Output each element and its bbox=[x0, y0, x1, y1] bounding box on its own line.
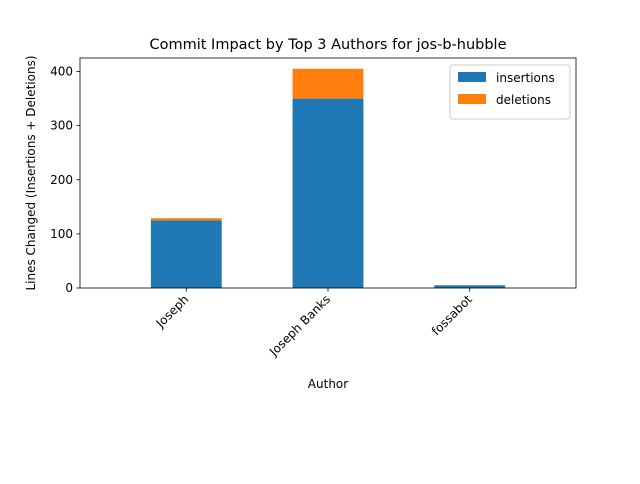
legend-label-insertions: insertions bbox=[496, 71, 555, 85]
y-axis-label: Lines Changed (Insertions + Deletions) bbox=[24, 55, 38, 290]
x-tick-label: Joseph bbox=[153, 292, 192, 331]
bar-insertions-1 bbox=[292, 98, 364, 289]
y-tick-label: 300 bbox=[50, 119, 73, 133]
x-tick-label: fossabot bbox=[429, 292, 475, 338]
legend-label-deletions: deletions bbox=[496, 93, 551, 107]
bar-deletions-0 bbox=[150, 218, 222, 221]
y-tick-label: 200 bbox=[50, 173, 73, 187]
bar-insertions-0 bbox=[150, 220, 222, 288]
plot-area bbox=[150, 68, 506, 289]
bar-insertions-2 bbox=[434, 285, 506, 288]
bar-deletions-1 bbox=[292, 68, 364, 99]
x-tick-label: Joseph Banks bbox=[266, 292, 333, 359]
x-axis: Joseph Joseph Banks fossabot bbox=[153, 288, 475, 359]
y-axis: 0 100 200 300 400 bbox=[50, 65, 80, 295]
x-axis-label: Author bbox=[308, 377, 348, 391]
plot-frame bbox=[79, 57, 577, 289]
legend: insertions deletions bbox=[449, 64, 571, 120]
y-tick-label: 100 bbox=[50, 227, 73, 241]
y-tick-label: 400 bbox=[50, 65, 73, 79]
legend-swatch-deletions bbox=[458, 94, 486, 104]
y-tick-label: 0 bbox=[65, 281, 73, 295]
chart-title: Commit Impact by Top 3 Authors for jos-b… bbox=[149, 37, 506, 53]
legend-swatch-insertions bbox=[458, 72, 486, 82]
